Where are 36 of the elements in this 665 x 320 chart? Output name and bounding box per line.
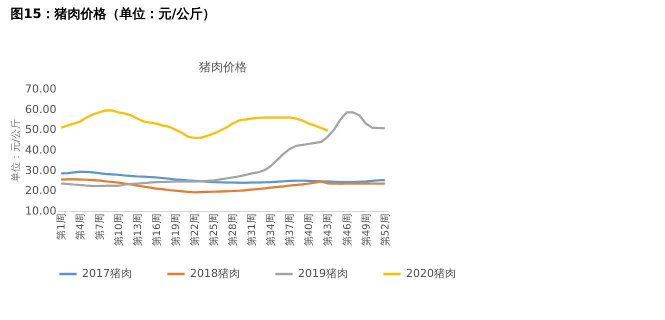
chart-subtitle: 猪肉价格 <box>199 60 247 74</box>
line-series <box>60 111 386 188</box>
x-tick-label: 第13周 <box>132 214 144 246</box>
x-tick-label: 第34周 <box>265 214 278 246</box>
x-tick-label: 第52周 <box>379 214 392 246</box>
y-axis-title: 单位：元/公斤 <box>10 118 22 182</box>
line-series <box>60 178 386 194</box>
line-series <box>60 109 329 139</box>
chart-title: 图15：猪肉价格（单位：元/公斤） <box>10 6 216 22</box>
x-tick-label: 第16周 <box>150 214 163 246</box>
y-tick-label: 70.00 <box>25 82 56 96</box>
line-series <box>60 170 386 184</box>
x-tick-label: 第10周 <box>112 214 125 246</box>
legend-label: 2019猪肉 <box>298 267 348 280</box>
y-tick-label: 40.00 <box>25 144 56 156</box>
x-tick-label: 第49周 <box>360 214 372 246</box>
legend-label: 2017猪肉 <box>82 267 132 280</box>
y-tick-label: 50.00 <box>25 123 56 136</box>
x-tick-label: 第25周 <box>208 214 220 246</box>
legend-label: 2018猪肉 <box>190 267 240 280</box>
y-tick-label: 30.00 <box>25 164 56 177</box>
x-tick-label: 第1周 <box>56 214 68 240</box>
y-tick-label: 60.00 <box>25 102 56 116</box>
x-tick-label: 第19周 <box>170 214 182 246</box>
x-tick-label: 第22周 <box>188 214 201 246</box>
x-tick-label: 第4周 <box>74 214 87 240</box>
legend-label: 2020猪肉 <box>406 267 456 280</box>
x-tick-label: 第43周 <box>322 214 334 246</box>
x-tick-label: 第7周 <box>94 214 106 240</box>
x-tick-label: 第40周 <box>303 214 316 246</box>
x-tick-label: 第37周 <box>284 214 296 246</box>
x-tick-label: 第28周 <box>227 214 240 246</box>
x-tick-label: 第31周 <box>246 214 258 246</box>
x-tick-label: 第46周 <box>341 214 354 246</box>
y-tick-label: 20.00 <box>25 184 56 198</box>
y-tick-label: 10.00 <box>25 204 56 218</box>
